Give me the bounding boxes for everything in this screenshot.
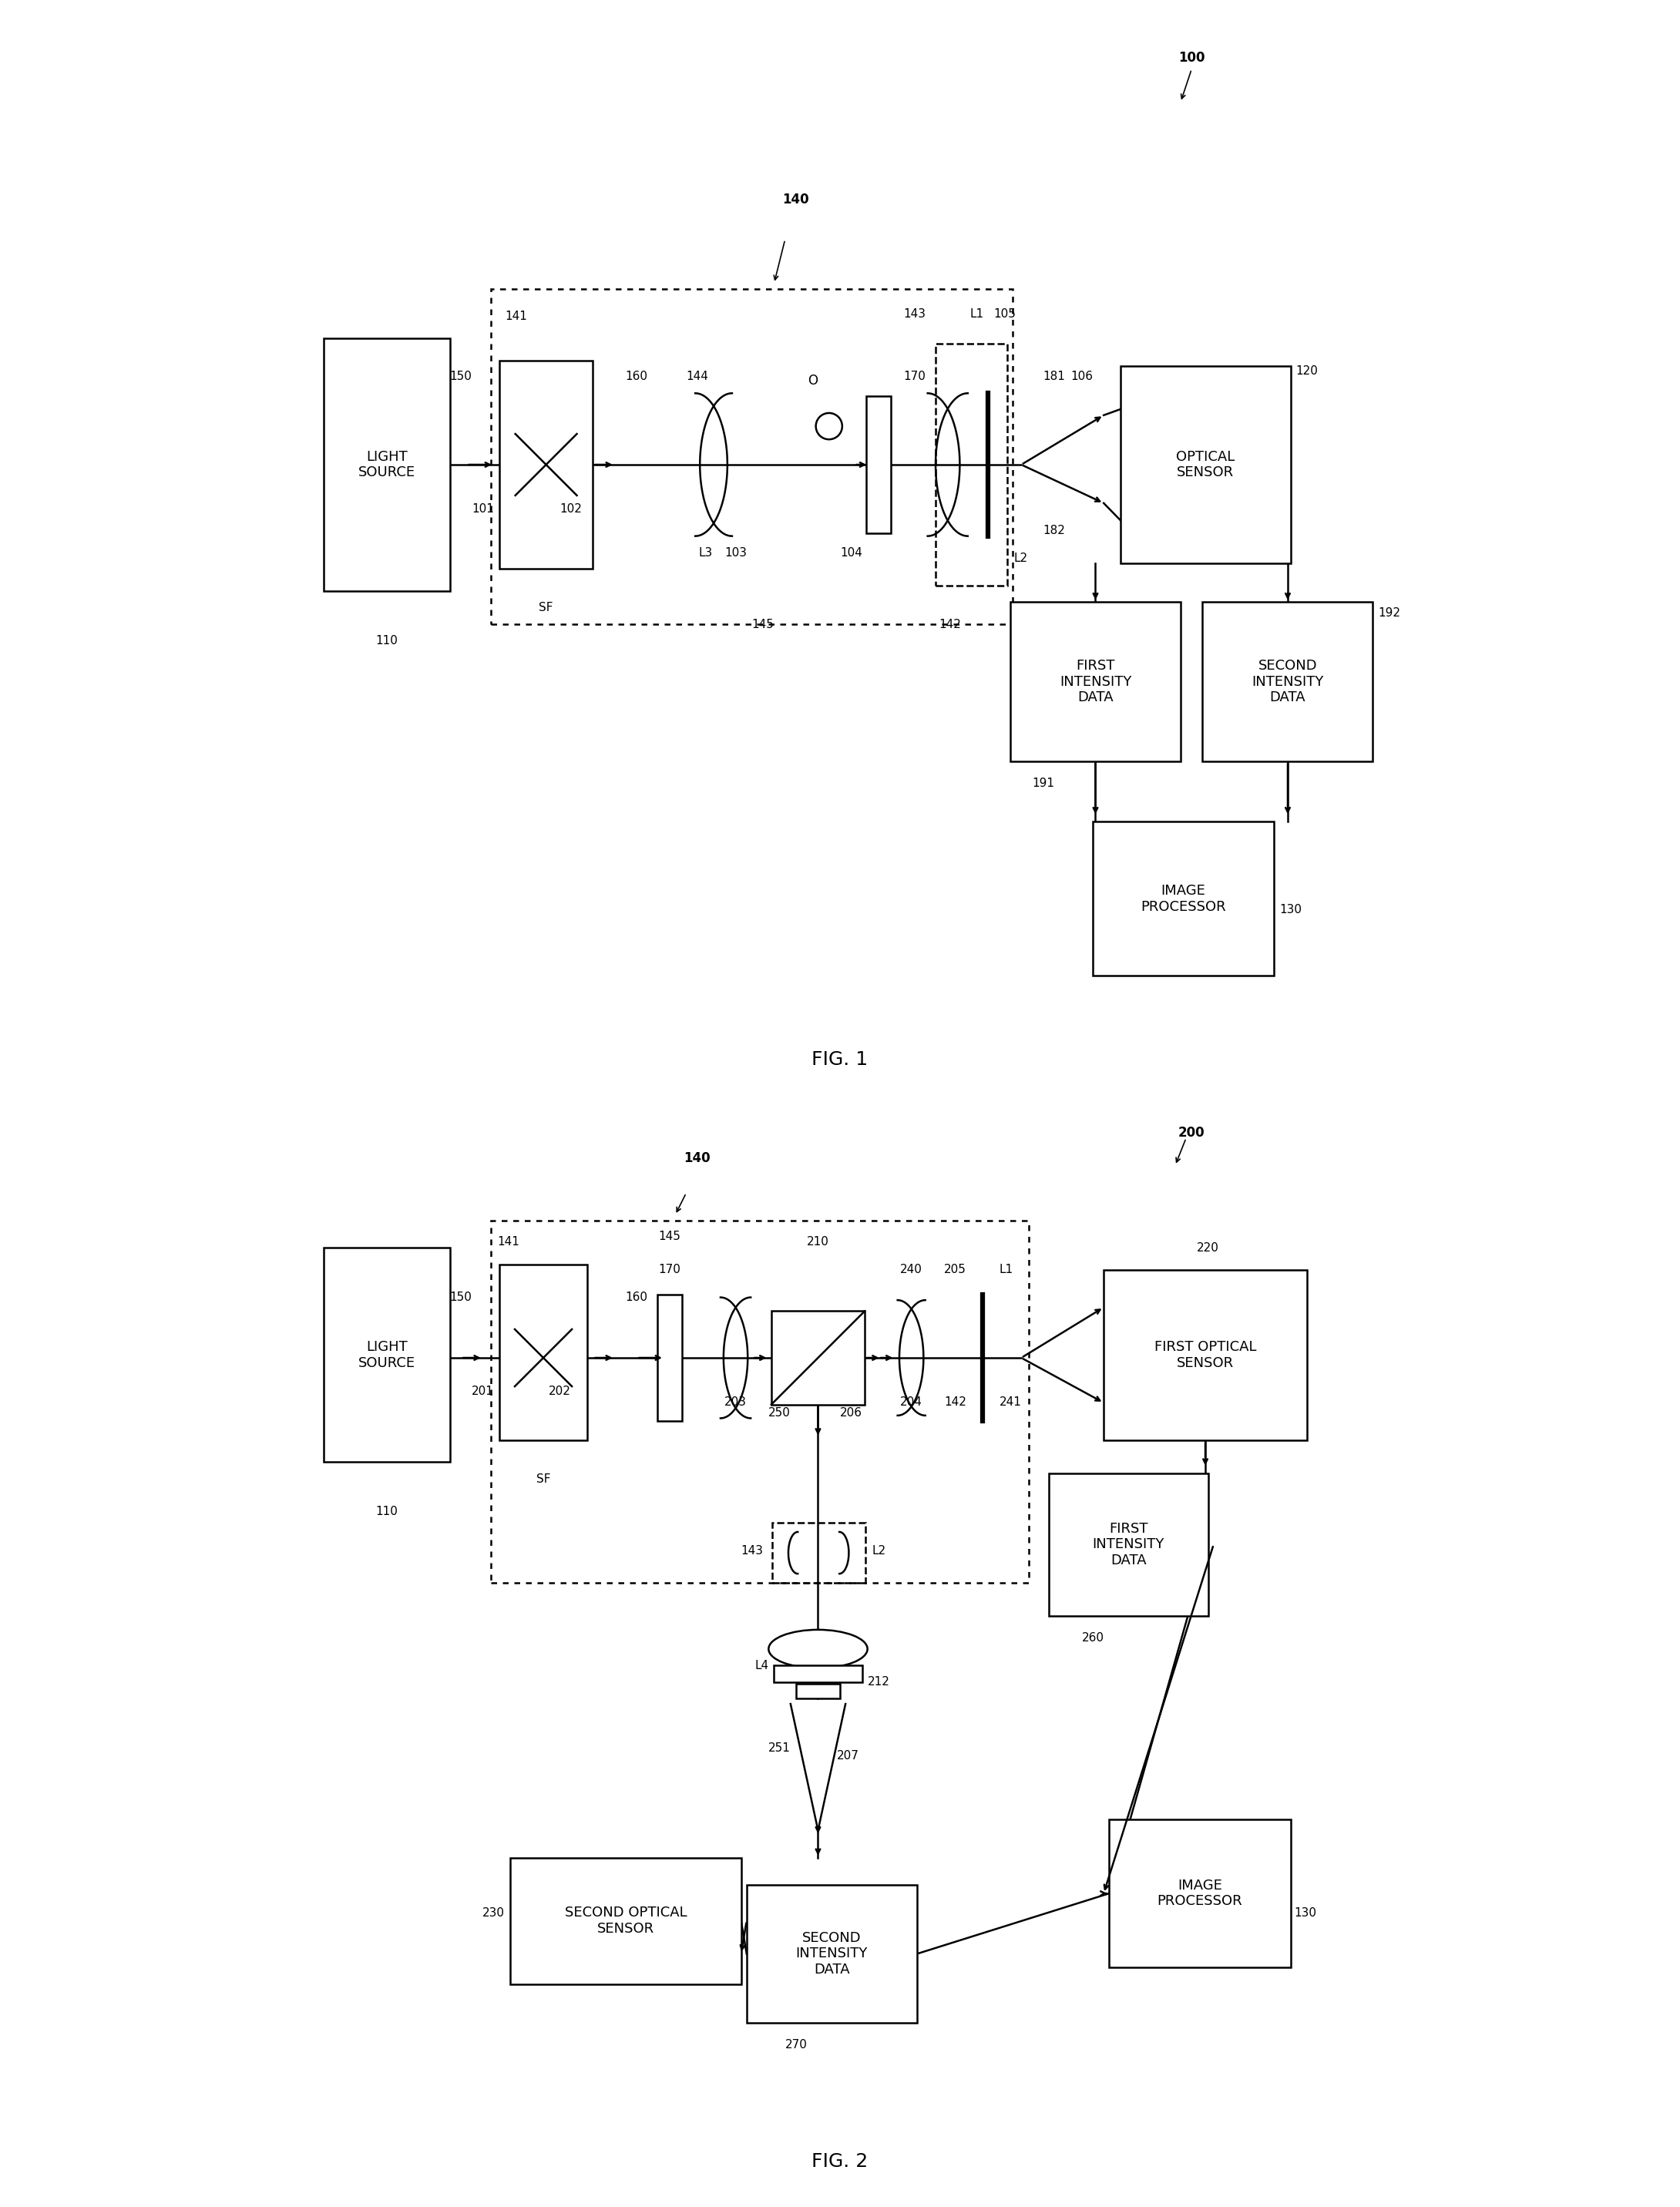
Text: 182: 182 <box>1043 525 1065 536</box>
Text: 241: 241 <box>1000 1397 1021 1408</box>
Bar <box>771 1311 865 1404</box>
Bar <box>746 1885 917 2022</box>
Bar <box>499 360 593 569</box>
Text: 192: 192 <box>1378 607 1401 618</box>
Bar <box>499 1265 588 1441</box>
Bar <box>796 1684 840 1699</box>
Text: 140: 140 <box>783 192 810 207</box>
Bar <box>491 289 1013 625</box>
Text: 160: 160 <box>625 1291 648 1302</box>
Text: SF: SF <box>539 603 553 614</box>
Text: L1: L1 <box>1000 1265 1013 1276</box>
Text: 191: 191 <box>1032 777 1055 790</box>
Text: 270: 270 <box>785 2039 806 2050</box>
Text: SECOND
INTENSITY
DATA: SECOND INTENSITY DATA <box>796 1931 869 1977</box>
Text: LIGHT
SOURCE: LIGHT SOURCE <box>358 450 415 479</box>
Text: 130: 130 <box>1294 1907 1315 1918</box>
Text: 170: 170 <box>659 1265 680 1276</box>
Bar <box>771 1523 865 1582</box>
Text: 140: 140 <box>684 1152 711 1165</box>
Text: 150: 150 <box>450 1291 472 1302</box>
Text: IMAGE
PROCESSOR: IMAGE PROCESSOR <box>1158 1878 1243 1909</box>
Bar <box>324 1247 450 1463</box>
Text: 143: 143 <box>904 309 926 320</box>
Text: 110: 110 <box>376 1505 398 1518</box>
Bar <box>1092 821 1273 975</box>
Text: 203: 203 <box>724 1397 748 1408</box>
Text: 103: 103 <box>724 547 748 558</box>
Bar <box>1010 603 1181 761</box>
Text: 160: 160 <box>625 371 648 382</box>
Text: 141: 141 <box>497 1236 519 1247</box>
Bar <box>1048 1472 1208 1616</box>
Text: L3: L3 <box>699 547 712 558</box>
Text: L2: L2 <box>1013 552 1028 563</box>
Bar <box>936 344 1006 585</box>
Text: 106: 106 <box>1070 371 1094 382</box>
Text: L1: L1 <box>969 309 983 320</box>
Bar <box>491 1220 1028 1582</box>
Bar <box>511 1858 741 1984</box>
Text: 205: 205 <box>944 1265 966 1276</box>
Text: SF: SF <box>536 1472 551 1485</box>
Bar <box>1109 1819 1290 1969</box>
Text: 150: 150 <box>450 371 472 382</box>
Bar <box>657 1296 682 1421</box>
Text: 105: 105 <box>995 309 1016 320</box>
Text: 207: 207 <box>837 1750 858 1761</box>
Text: 141: 141 <box>506 311 528 322</box>
Text: 260: 260 <box>1082 1633 1104 1644</box>
Text: FIG. 2: FIG. 2 <box>811 2152 869 2172</box>
Text: SECOND
INTENSITY
DATA: SECOND INTENSITY DATA <box>1252 658 1324 704</box>
Text: FIRST OPTICAL
SENSOR: FIRST OPTICAL SENSOR <box>1154 1340 1257 1371</box>
Text: 201: 201 <box>472 1386 494 1397</box>
Text: 101: 101 <box>472 503 494 514</box>
Bar <box>867 395 890 534</box>
Text: 104: 104 <box>840 547 862 558</box>
Text: SECOND OPTICAL
SENSOR: SECOND OPTICAL SENSOR <box>564 1907 687 1936</box>
Text: 120: 120 <box>1295 366 1319 377</box>
Text: 144: 144 <box>685 371 709 382</box>
Text: LIGHT
SOURCE: LIGHT SOURCE <box>358 1340 415 1371</box>
Text: 142: 142 <box>944 1397 966 1408</box>
Text: 181: 181 <box>1043 371 1065 382</box>
Bar <box>774 1666 862 1682</box>
Text: 212: 212 <box>867 1675 890 1688</box>
Text: 206: 206 <box>840 1406 862 1419</box>
Text: FIRST
INTENSITY
DATA: FIRST INTENSITY DATA <box>1092 1521 1164 1567</box>
Text: 142: 142 <box>939 618 961 629</box>
Text: 200: 200 <box>1178 1126 1205 1139</box>
Text: 202: 202 <box>549 1386 571 1397</box>
Text: O: O <box>808 373 818 388</box>
Text: 102: 102 <box>559 503 581 514</box>
Text: 100: 100 <box>1178 51 1205 64</box>
Text: IMAGE
PROCESSOR: IMAGE PROCESSOR <box>1141 883 1226 914</box>
Text: 204: 204 <box>900 1397 922 1408</box>
Text: L2: L2 <box>872 1545 885 1556</box>
Text: 250: 250 <box>768 1406 791 1419</box>
Text: 230: 230 <box>482 1907 506 1918</box>
Bar <box>1203 603 1373 761</box>
Text: FIG. 1: FIG. 1 <box>811 1051 869 1068</box>
Text: 210: 210 <box>806 1236 830 1247</box>
Text: 220: 220 <box>1196 1243 1220 1254</box>
Bar <box>1121 366 1290 563</box>
Text: 110: 110 <box>376 636 398 647</box>
Text: FIRST
INTENSITY
DATA: FIRST INTENSITY DATA <box>1060 658 1131 704</box>
Text: 130: 130 <box>1280 905 1302 916</box>
Text: 170: 170 <box>904 371 926 382</box>
Text: 145: 145 <box>753 618 774 629</box>
Text: 240: 240 <box>900 1265 922 1276</box>
Ellipse shape <box>768 1629 867 1668</box>
Text: OPTICAL
SENSOR: OPTICAL SENSOR <box>1176 450 1235 479</box>
Text: 143: 143 <box>741 1545 763 1556</box>
Bar <box>1104 1269 1307 1441</box>
Text: 145: 145 <box>659 1232 680 1243</box>
Text: 251: 251 <box>768 1741 791 1755</box>
Text: L4: L4 <box>754 1660 768 1671</box>
Bar <box>324 338 450 591</box>
